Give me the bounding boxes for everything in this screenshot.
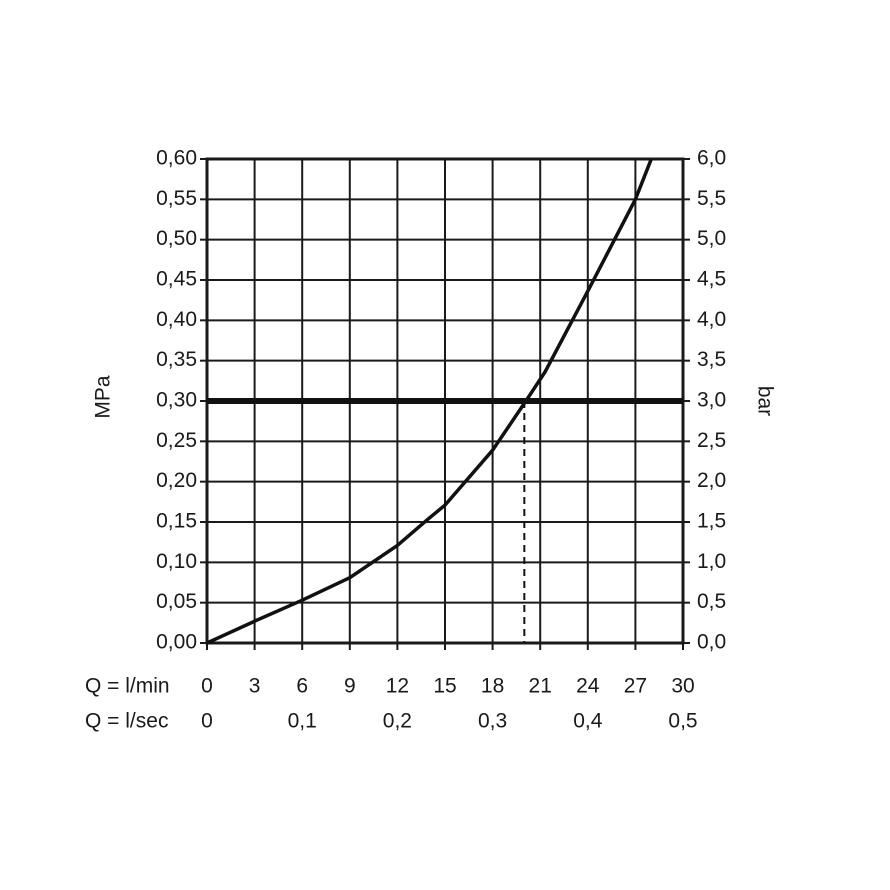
y-tick-label: 0,05 xyxy=(156,590,197,613)
x-tick-label: 12 xyxy=(386,675,409,698)
x-tick-label: 27 xyxy=(624,675,647,698)
curve xyxy=(206,158,653,645)
y-tick-label: 0,60 xyxy=(156,147,197,170)
y2-tick-label: 4,0 xyxy=(697,308,726,331)
y-tick-label: 0,50 xyxy=(156,227,197,250)
y-tick-label: 0,40 xyxy=(156,308,197,331)
y-tick-label: 0,35 xyxy=(156,348,197,371)
y2-tick-label: 0,0 xyxy=(697,631,726,654)
x2-tick-label: 0,2 xyxy=(383,710,412,733)
y2-axis-label: bar xyxy=(753,386,776,416)
x2-tick-label: 0,1 xyxy=(288,710,317,733)
y2-tick-label: 2,5 xyxy=(697,429,726,452)
x-tick-label: 3 xyxy=(249,675,261,698)
x-tick-label: 15 xyxy=(433,675,456,698)
y2-tick-label: 3,0 xyxy=(697,389,726,412)
y-tick-label: 0,25 xyxy=(156,429,197,452)
x2-axis-label: Q = l/sec xyxy=(85,710,168,733)
y-axis-label: MPa xyxy=(92,375,115,419)
x-tick-label: 24 xyxy=(576,675,600,698)
y-tick-label: 0,00 xyxy=(156,631,197,654)
y2-tick-label: 3,5 xyxy=(697,348,726,371)
y2-tick-label: 4,5 xyxy=(697,268,726,291)
x2-tick-label: 0,5 xyxy=(668,710,697,733)
x2-tick-label: 0 xyxy=(201,710,213,733)
x2-tick-label: 0,3 xyxy=(478,710,507,733)
x-tick-label: 30 xyxy=(671,675,694,698)
y2-tick-label: 2,0 xyxy=(697,469,726,492)
y2-tick-label: 0,5 xyxy=(697,590,726,613)
y2-tick-label: 1,5 xyxy=(697,510,726,533)
x2-tick-label: 0,4 xyxy=(573,710,603,733)
y-tick-label: 0,55 xyxy=(156,187,197,210)
y-tick-label: 0,45 xyxy=(156,268,197,291)
x-tick-label: 0 xyxy=(201,675,213,698)
x-tick-label: 6 xyxy=(296,675,308,698)
y-tick-label: 0,10 xyxy=(156,550,197,573)
y-tick-label: 0,15 xyxy=(156,510,197,533)
y2-tick-label: 1,0 xyxy=(697,550,726,573)
y2-tick-label: 6,0 xyxy=(697,147,726,170)
y-tick-label: 0,20 xyxy=(156,469,197,492)
x-tick-label: 9 xyxy=(344,675,356,698)
y2-tick-label: 5,5 xyxy=(697,187,726,210)
x-tick-label: 21 xyxy=(529,675,552,698)
y-tick-label: 0,30 xyxy=(156,389,197,412)
x-axis-label: Q = l/min xyxy=(85,675,170,698)
x-tick-label: 18 xyxy=(481,675,504,698)
y2-tick-label: 5,0 xyxy=(697,227,726,250)
